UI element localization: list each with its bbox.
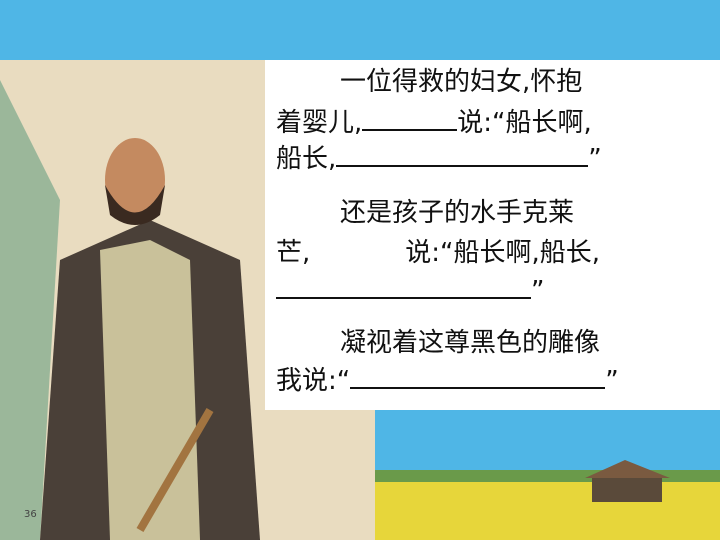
text: 船长, — [276, 144, 337, 174]
text-line: ” — [276, 275, 544, 306]
house — [592, 478, 662, 502]
text-line: 我说:“ ” — [276, 365, 619, 396]
blank — [350, 365, 606, 389]
text: ” — [588, 144, 602, 174]
house-roof — [585, 460, 670, 478]
blank — [276, 275, 531, 299]
text-line: 还是孩子的水手克莱 — [340, 198, 574, 228]
text-line: 凝视着这尊黑色的雕像 — [340, 328, 600, 358]
text: 说:“船长啊,船长, — [405, 238, 601, 268]
text-panel — [265, 60, 720, 410]
text-line: 着婴儿, 说:“船长啊, — [276, 107, 592, 138]
head — [105, 138, 165, 222]
text: ” — [531, 276, 545, 306]
blank — [336, 143, 589, 167]
text: 一位得救的妇女,怀抱 — [340, 67, 583, 97]
text-line: 一位得救的妇女,怀抱 — [340, 67, 582, 97]
oar — [136, 407, 214, 533]
text: 着婴儿, — [276, 108, 363, 138]
text-line: 芒, 说:“船长啊,船长, — [276, 238, 600, 268]
ship — [0, 80, 60, 540]
page-number: 36 — [24, 509, 37, 520]
beard — [105, 185, 165, 225]
treeline — [375, 470, 720, 482]
text: 说:“船长啊, — [457, 108, 592, 138]
text-line: 船长, ” — [276, 143, 602, 174]
text: 芒, — [276, 238, 311, 268]
text: ” — [605, 366, 619, 396]
text: 凝视着这尊黑色的雕像 — [340, 328, 601, 358]
shirt — [100, 240, 200, 540]
field — [375, 480, 720, 540]
blank — [362, 107, 458, 131]
text: 我说:“ — [276, 366, 351, 396]
text: 还是孩子的水手克莱 — [340, 198, 575, 228]
